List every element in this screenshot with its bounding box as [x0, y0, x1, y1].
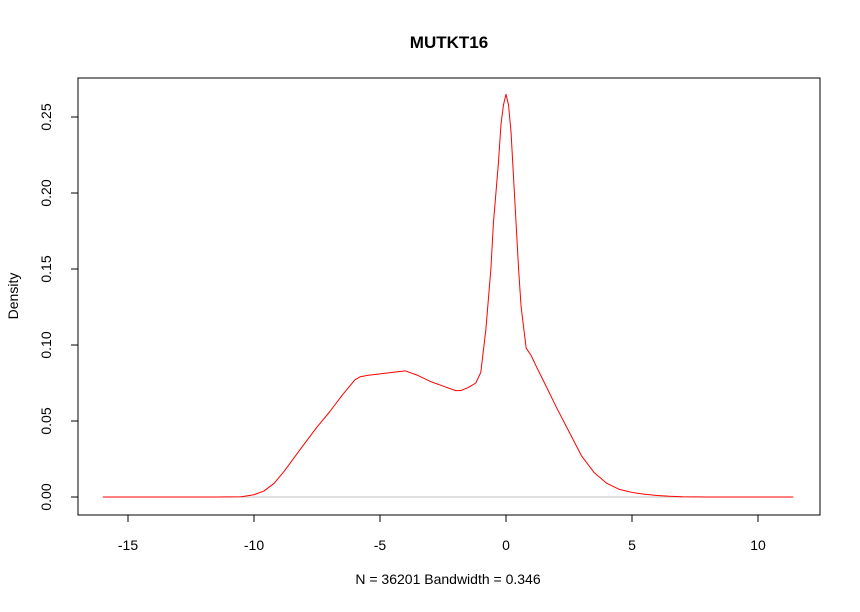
y-tick-label: 0.20 [38, 179, 54, 206]
x-tick-label: -10 [244, 537, 264, 553]
density-line [102, 93, 794, 498]
x-tick-label: -15 [118, 537, 138, 553]
x-axis-label: N = 36201 Bandwidth = 0.346 [355, 571, 540, 587]
chart-title: MUTKT16 [410, 33, 488, 52]
plot-frame [77, 77, 821, 516]
x-tick-label: 5 [628, 537, 636, 553]
x-tick-label: 10 [750, 537, 766, 553]
x-tick-label: -5 [374, 537, 387, 553]
y-tick-label: 0.15 [38, 255, 54, 282]
y-tick-label: 0.05 [38, 407, 54, 434]
y-tick-label: 0.00 [38, 483, 54, 510]
y-axis-label: Density [5, 273, 21, 320]
x-tick-label: 0 [502, 537, 510, 553]
y-tick-label: 0.25 [38, 103, 54, 130]
plot-layer: -15 -10 -5 0 5 10 0.00 0.05 0.10 0.15 0.20 0.25 [38, 93, 794, 553]
y-tick-label: 0.10 [38, 331, 54, 358]
